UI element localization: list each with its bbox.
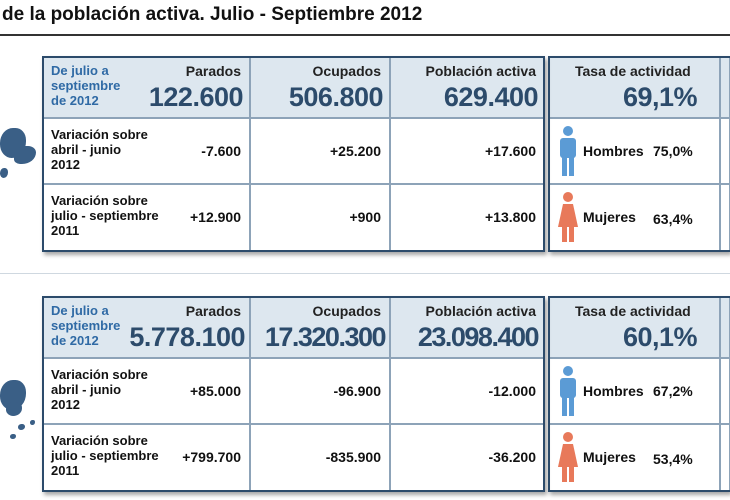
title-divider <box>0 34 730 36</box>
var-trim-ocupados: -96.900 <box>333 383 381 399</box>
poblacion-header-cell: Población activa 23.098.400 <box>390 296 545 358</box>
total-tasa: 60,1% <box>622 322 698 352</box>
period-label: De julio a septiembre de 2012 <box>51 303 120 348</box>
female-figure-icon <box>558 192 578 242</box>
regional-table: De julio a septiembre de 2012 Parados 12… <box>42 56 730 252</box>
cell-hombres: Hombres 75,0% <box>548 118 720 184</box>
row-label-line: Variación sobre <box>51 193 148 208</box>
var-trim-poblacion: +17.600 <box>485 143 536 159</box>
label-mujeres: Mujeres <box>583 449 636 465</box>
edge-cell <box>720 296 730 358</box>
period-label: De julio a septiembre de 2012 <box>51 63 120 108</box>
table-row-trim: Variación sobre abril - junio 2012 +85.0… <box>42 358 250 424</box>
row-label-line: 2011 <box>51 223 80 238</box>
male-figure-icon <box>560 366 576 416</box>
section-divider <box>0 273 730 274</box>
var-anual-ocupados: -835.900 <box>325 449 381 465</box>
cell-ocupados: +900 <box>250 184 390 252</box>
ocupados-header-cell: Ocupados 506.800 <box>250 56 390 118</box>
pct-mujeres: 53,4% <box>653 451 693 467</box>
edge-cell <box>720 424 730 492</box>
var-anual-ocupados: +900 <box>349 209 381 225</box>
cell-poblacion: +13.800 <box>390 184 545 252</box>
total-tasa: 69,1% <box>622 82 698 112</box>
period-line: septiembre <box>51 78 121 93</box>
page-title: de la población activa. Julio - Septiemb… <box>2 4 423 25</box>
var-anual-poblacion: -36.200 <box>488 449 536 465</box>
cell-ocupados: -96.900 <box>250 358 390 424</box>
period-line: De julio a <box>51 63 109 78</box>
label-mujeres: Mujeres <box>583 209 636 225</box>
period-line: De julio a <box>51 303 109 318</box>
period-line: de 2012 <box>51 93 99 108</box>
row-label-line: 2012 <box>51 157 80 172</box>
table-row-anual: Variación sobre julio - septiembre 2011 … <box>42 424 250 492</box>
var-anual-parados: +799.700 <box>182 449 241 465</box>
row-label-line: Variación sobre <box>51 367 148 382</box>
parados-header-cell: De julio a septiembre de 2012 Parados 5.… <box>42 296 250 358</box>
ocupados-header-cell: Ocupados 17.320.300 <box>250 296 390 358</box>
total-poblacion: 629.400 <box>443 82 539 112</box>
cell-mujeres: Mujeres 53,4% <box>548 424 720 492</box>
col-ocupados: Ocupados <box>312 303 381 319</box>
cell-poblacion: -12.000 <box>390 358 545 424</box>
row-label-line: 2012 <box>51 397 80 412</box>
row-label-line: abril - junio <box>51 142 122 157</box>
row-label-trim: Variación sobre abril - junio 2012 <box>51 367 148 412</box>
row-label-line: 2011 <box>51 463 80 478</box>
col-ocupados: Ocupados <box>312 63 381 79</box>
cell-mujeres: Mujeres 63,4% <box>548 184 720 252</box>
label-hombres: Hombres <box>583 143 644 159</box>
period-line: septiembre <box>51 318 121 333</box>
row-label-line: Variación sobre <box>51 127 148 142</box>
edge-cell <box>720 358 730 424</box>
var-anual-parados: +12.900 <box>190 209 241 225</box>
tasa-header-cell: Tasa de actividad 69,1% <box>548 56 720 118</box>
var-trim-parados: -7.600 <box>201 143 241 159</box>
edge-cell <box>720 184 730 252</box>
label-hombres: Hombres <box>583 383 644 399</box>
table-row-anual: Variación sobre julio - septiembre 2011 … <box>42 184 250 252</box>
cell-hombres: Hombres 67,2% <box>548 358 720 424</box>
edge-cell <box>720 118 730 184</box>
pct-hombres: 67,2% <box>653 383 693 399</box>
row-label-line: Variación sobre <box>51 433 148 448</box>
row-label-line: julio - septiembre <box>51 448 159 463</box>
row-label-line: julio - septiembre <box>51 208 159 223</box>
total-parados: 122.600 <box>148 82 244 112</box>
total-ocupados: 506.800 <box>288 82 384 112</box>
female-figure-icon <box>558 432 578 482</box>
cell-ocupados: -835.900 <box>250 424 390 492</box>
var-trim-parados: +85.000 <box>190 383 241 399</box>
pct-mujeres: 63,4% <box>653 211 693 227</box>
col-tasa: Tasa de actividad <box>575 63 691 79</box>
total-ocupados: 17.320.300 <box>264 322 387 352</box>
row-label-line: abril - junio <box>51 382 122 397</box>
pct-hombres: 75,0% <box>653 143 693 159</box>
row-label-trim: Variación sobre abril - junio 2012 <box>51 127 148 172</box>
col-parados: Parados <box>185 63 241 79</box>
total-poblacion: 23.098.400 <box>417 322 540 352</box>
table-row-trim: Variación sobre abril - junio 2012 -7.60… <box>42 118 250 184</box>
var-trim-ocupados: +25.200 <box>330 143 381 159</box>
edge-cell <box>720 56 730 118</box>
row-label-anual: Variación sobre julio - septiembre 2011 <box>51 433 159 478</box>
col-parados: Parados <box>185 303 241 319</box>
total-parados: 5.778.100 <box>129 322 245 352</box>
parados-header-cell: De julio a septiembre de 2012 Parados 12… <box>42 56 250 118</box>
period-line: de 2012 <box>51 333 99 348</box>
male-figure-icon <box>560 126 576 176</box>
cell-poblacion: +17.600 <box>390 118 545 184</box>
var-trim-poblacion: -12.000 <box>488 383 536 399</box>
cell-poblacion: -36.200 <box>390 424 545 492</box>
poblacion-header-cell: Población activa 629.400 <box>390 56 545 118</box>
col-tasa: Tasa de actividad <box>575 303 691 319</box>
national-table: De julio a septiembre de 2012 Parados 5.… <box>42 296 730 492</box>
tasa-header-cell: Tasa de actividad 60,1% <box>548 296 720 358</box>
cell-ocupados: +25.200 <box>250 118 390 184</box>
col-poblacion: Población activa <box>425 63 536 79</box>
row-label-anual: Variación sobre julio - septiembre 2011 <box>51 193 159 238</box>
col-poblacion: Población activa <box>425 303 536 319</box>
var-anual-poblacion: +13.800 <box>485 209 536 225</box>
